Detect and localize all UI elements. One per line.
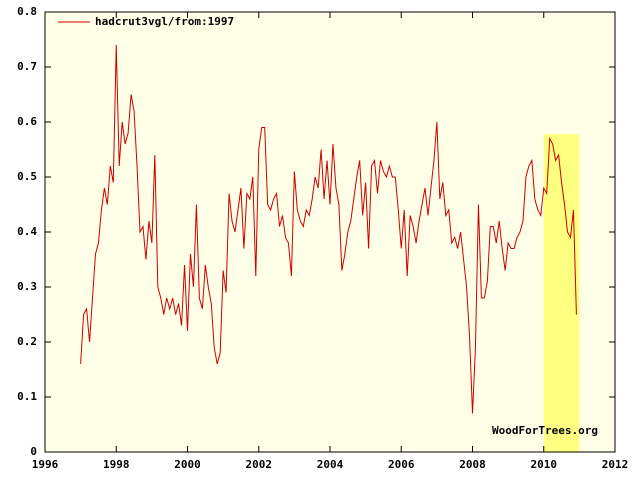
x-tick-label: 1998 xyxy=(103,458,130,471)
data-line xyxy=(80,44,577,414)
y-tick-label: 0.4 xyxy=(17,225,37,238)
x-tick-label: 2008 xyxy=(459,458,486,471)
y-tick-label: 0.8 xyxy=(17,5,37,18)
y-tick-label: 0.1 xyxy=(17,390,37,403)
x-tick-label: 2006 xyxy=(388,458,415,471)
y-tick-label: 0.5 xyxy=(17,170,37,183)
x-tick-label: 2010 xyxy=(531,458,558,471)
y-tick-label: 0.6 xyxy=(17,115,37,128)
x-tick-label: 2004 xyxy=(317,458,344,471)
legend-label: hadcrut3vgl/from:1997 xyxy=(95,15,234,28)
plot-frame xyxy=(44,11,616,453)
x-tick-label: 1996 xyxy=(32,458,59,471)
x-tick-label: 2012 xyxy=(602,458,629,471)
y-tick-label: 0.3 xyxy=(17,280,37,293)
y-tick-label: 0.7 xyxy=(17,60,37,73)
y-tick-label: 0.2 xyxy=(17,335,37,348)
y-tick-label: 0 xyxy=(30,445,37,458)
highlight-band xyxy=(543,134,580,452)
plot-area xyxy=(45,12,615,452)
x-tick-label: 2000 xyxy=(174,458,201,471)
watermark: WoodForTrees.org xyxy=(492,424,598,437)
x-tick-label: 2002 xyxy=(246,458,273,471)
